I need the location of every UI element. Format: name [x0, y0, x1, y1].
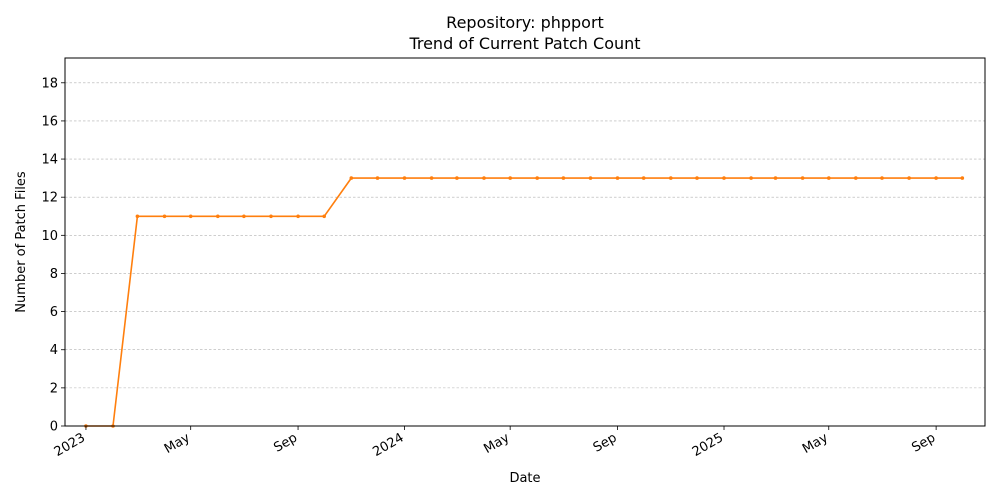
data-point	[800, 176, 805, 180]
chart-title: Repository: phpport	[446, 13, 604, 32]
y-tick-label: 6	[50, 305, 58, 320]
data-point	[749, 176, 753, 180]
y-ticks: 0 2 4 6 8 10 12 14 16 18	[41, 76, 65, 435]
data-point	[588, 176, 593, 180]
data-point	[561, 176, 566, 180]
data-point	[429, 176, 434, 180]
grid	[65, 82, 985, 389]
y-axis-label: Number of Patch Files	[14, 171, 29, 313]
y-tick-label: 16	[41, 114, 58, 129]
data-point	[162, 214, 167, 219]
y-tick-label: 8	[50, 267, 58, 282]
data-point	[827, 176, 831, 180]
data-point	[907, 176, 911, 180]
data-point	[695, 176, 699, 180]
data-point	[722, 176, 726, 180]
data-point	[641, 176, 646, 180]
data-point	[322, 214, 327, 219]
data-point	[854, 176, 858, 180]
x-ticks: 2023 May Sep 2024 May Sep 2025 May Sep	[52, 426, 938, 460]
chart-subtitle: Trend of Current Patch Count	[408, 34, 640, 53]
y-tick-label: 0	[50, 420, 58, 435]
data-point	[375, 176, 380, 180]
series	[84, 176, 965, 428]
data-point	[508, 176, 512, 180]
y-tick-label: 12	[41, 191, 58, 206]
data-point	[455, 176, 459, 180]
x-axis-label: Date	[509, 471, 540, 486]
y-tick-label: 18	[41, 76, 58, 91]
x-tick-label: 2024	[370, 430, 406, 460]
x-tick-label: May	[162, 430, 193, 457]
x-tick-label: Sep	[909, 430, 938, 455]
data-point	[135, 214, 140, 219]
data-point	[188, 214, 193, 219]
data-point	[615, 176, 620, 180]
data-point	[960, 176, 965, 180]
data-point	[216, 214, 220, 219]
x-tick-label: 2025	[690, 430, 726, 460]
y-tick-label: 10	[41, 229, 58, 244]
plot-frame	[64, 57, 986, 427]
x-tick-label: Sep	[271, 430, 300, 455]
data-point	[349, 176, 354, 180]
data-point	[934, 176, 938, 180]
y-tick-label: 14	[41, 153, 58, 168]
y-tick-label: 4	[50, 343, 58, 358]
data-point	[269, 214, 273, 219]
data-point	[535, 176, 539, 180]
series-line	[85, 177, 963, 427]
data-point	[482, 176, 486, 180]
data-point	[296, 214, 300, 219]
x-tick-label: May	[481, 430, 512, 457]
data-point	[773, 176, 778, 180]
data-point	[402, 176, 407, 180]
data-point	[880, 176, 884, 180]
data-point	[669, 176, 673, 180]
x-tick-label: May	[800, 430, 831, 457]
data-point	[242, 214, 246, 219]
x-tick-label: Sep	[591, 430, 620, 455]
y-tick-label: 2	[50, 381, 58, 396]
x-tick-label: 2023	[52, 430, 88, 460]
